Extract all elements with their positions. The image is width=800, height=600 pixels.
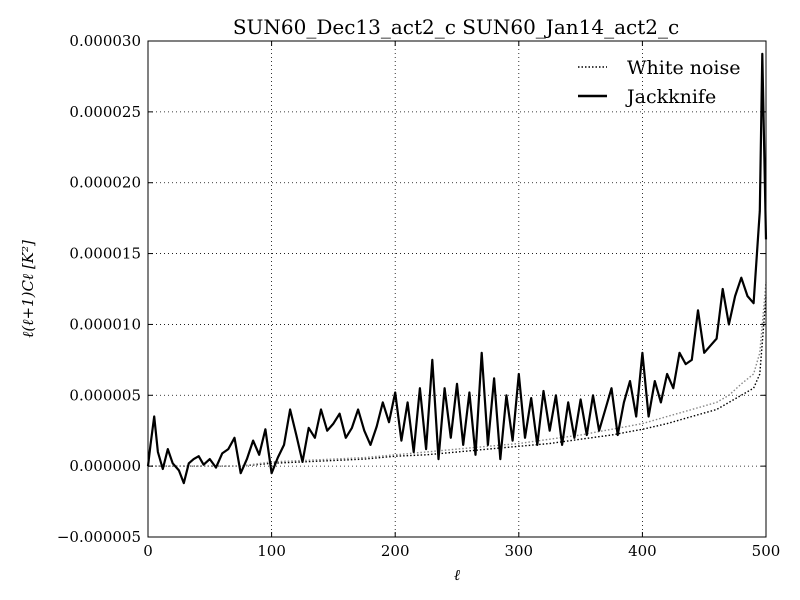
x-axis-label: ℓ — [454, 566, 460, 584]
series-white-noise-line — [148, 281, 767, 467]
legend-label: White noise — [627, 57, 741, 79]
series-jackknife-line — [146, 52, 768, 485]
x-tick-label: 100 — [257, 542, 286, 560]
y-tick-label: −0.000005 — [57, 528, 141, 546]
grid — [147, 40, 767, 538]
x-tick-label: 300 — [504, 542, 533, 560]
y-axis: −0.000005 0.000000 0.000005 0.000010 0.00001… — [57, 32, 766, 546]
plot-series — [146, 52, 768, 485]
y-tick-label: 0.000000 — [69, 457, 141, 475]
legend-label: Jackknife — [625, 86, 716, 108]
y-axis-label: ℓ(ℓ+1)Cℓ [K²] — [19, 240, 37, 338]
x-tick-label: 500 — [752, 542, 781, 560]
legend: White noise Jackknife — [578, 57, 741, 108]
y-tick-label: 0.000030 — [69, 32, 141, 50]
plot-frame — [147, 40, 767, 538]
x-tick-label: 0 — [143, 542, 153, 560]
y-tick-label: 0.000015 — [69, 245, 141, 263]
x-tick-label: 200 — [381, 542, 410, 560]
y-tick-label: 0.000005 — [69, 386, 141, 404]
chart-title: SUN60_Dec13_act2_c SUN60_Jan14_act2_c — [233, 15, 679, 39]
x-tick-label: 400 — [628, 542, 657, 560]
x-axis: 0 100 200 300 400 500 — [143, 41, 780, 560]
series-white-noise-line — [148, 296, 767, 467]
y-tick-label: 0.000010 — [69, 315, 141, 333]
y-tick-label: 0.000020 — [69, 174, 141, 192]
y-tick-label: 0.000025 — [69, 103, 141, 121]
